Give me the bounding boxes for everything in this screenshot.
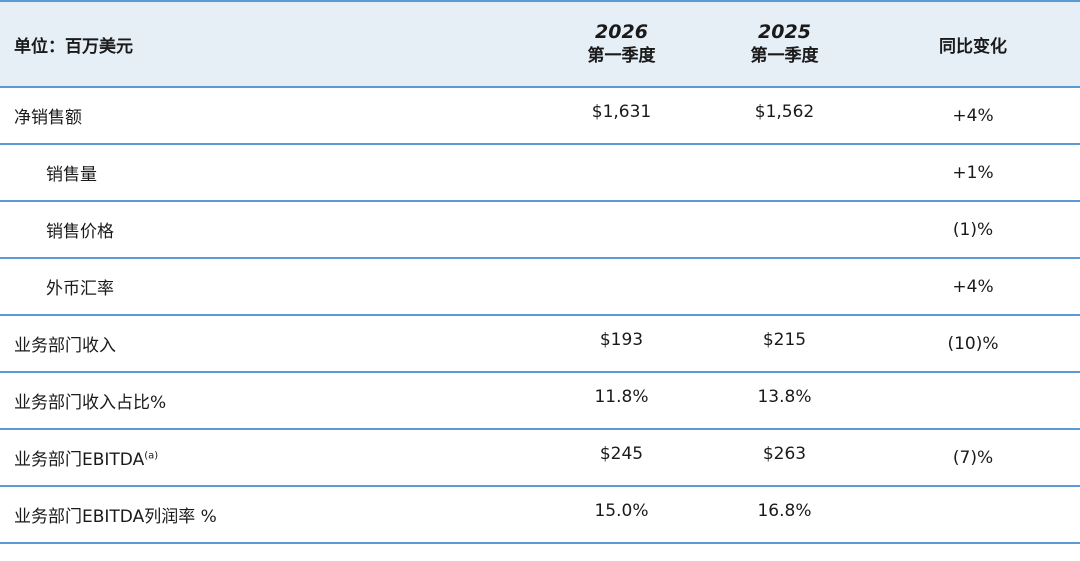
- cell-2026: $1,631: [591, 102, 652, 122]
- cell-2026: [540, 144, 703, 201]
- row-label: 销售量: [46, 165, 97, 185]
- cell-yoy: +4%: [952, 276, 994, 297]
- table-row-price: 销售价格 (1)%: [0, 201, 1080, 258]
- cell-yoy: (1)%: [952, 219, 994, 240]
- cell-2025: $263: [762, 444, 807, 464]
- row-label: 业务部门EBITDA列润率 %: [14, 507, 217, 527]
- row-label: 业务部门收入: [14, 336, 116, 356]
- cell-yoy: (7)%: [952, 447, 994, 468]
- row-label: 业务部门EBITDA(a): [0, 429, 540, 486]
- cell-2026: [540, 201, 703, 258]
- table-row-segment-income-pct: 业务部门收入占比% 11.8% 13.8%: [0, 372, 1080, 429]
- cell-2025: $1,562: [754, 102, 815, 122]
- cell-2025: [703, 201, 866, 258]
- cell-yoy: +4%: [952, 105, 994, 126]
- table-row-segment-income: 业务部门收入 $193 $215 (10)%: [0, 315, 1080, 372]
- col-header-2025: 2025 第一季度: [703, 0, 866, 88]
- col-header-2025-year: 2025: [758, 21, 811, 43]
- cell-2025: $215: [762, 330, 807, 350]
- cell-yoy: (10)%: [947, 333, 999, 354]
- table-row-volume: 销售量 +1%: [0, 144, 1080, 201]
- cell-2025: 13.8%: [757, 387, 812, 407]
- row-label: 净销售额: [14, 108, 82, 128]
- cell-2026: 11.8%: [594, 387, 649, 407]
- footnote-marker: (a): [144, 450, 159, 462]
- col-header-2026-year: 2026: [595, 21, 648, 43]
- table-row-segment-ebitda-margin: 业务部门EBITDA列润率 % 15.0% 16.8%: [0, 486, 1080, 543]
- row-label: 业务部门收入占比%: [14, 393, 167, 413]
- col-header-2026: 2026 第一季度: [540, 0, 703, 88]
- row-label: 外币汇率: [46, 279, 114, 299]
- cell-2026: 15.0%: [594, 501, 649, 521]
- table-row-fx: 外币汇率 +4%: [0, 258, 1080, 315]
- cell-2026: [540, 258, 703, 315]
- table-header-row: 单位：百万美元 2026 第一季度 2025 第一季度 同比变化: [0, 0, 1080, 88]
- table-row-segment-ebitda: 业务部门EBITDA(a) $245 $263 (7)%: [0, 429, 1080, 486]
- financial-summary-table: 单位：百万美元 2026 第一季度 2025 第一季度 同比变化 净销售额 $1…: [0, 0, 1080, 543]
- cell-2026: $193: [599, 330, 644, 350]
- row-label-text: 业务部门EBITDA: [14, 450, 145, 470]
- cell-yoy: +1%: [952, 162, 994, 183]
- cell-yoy: [866, 372, 1080, 429]
- cell-yoy: [866, 486, 1080, 543]
- cell-2025: [703, 258, 866, 315]
- col-header-yoy: 同比变化: [866, 0, 1080, 88]
- cell-2025: 16.8%: [757, 501, 812, 521]
- cell-2026: $245: [599, 444, 644, 464]
- table-row-net-sales: 净销售额 $1,631 $1,562 +4%: [0, 87, 1080, 144]
- cell-2025: [703, 144, 866, 201]
- unit-header: 单位：百万美元: [0, 0, 540, 88]
- col-header-2026-quarter: 第一季度: [587, 46, 656, 66]
- row-label: 销售价格: [46, 222, 114, 242]
- col-header-2025-quarter: 第一季度: [750, 46, 819, 66]
